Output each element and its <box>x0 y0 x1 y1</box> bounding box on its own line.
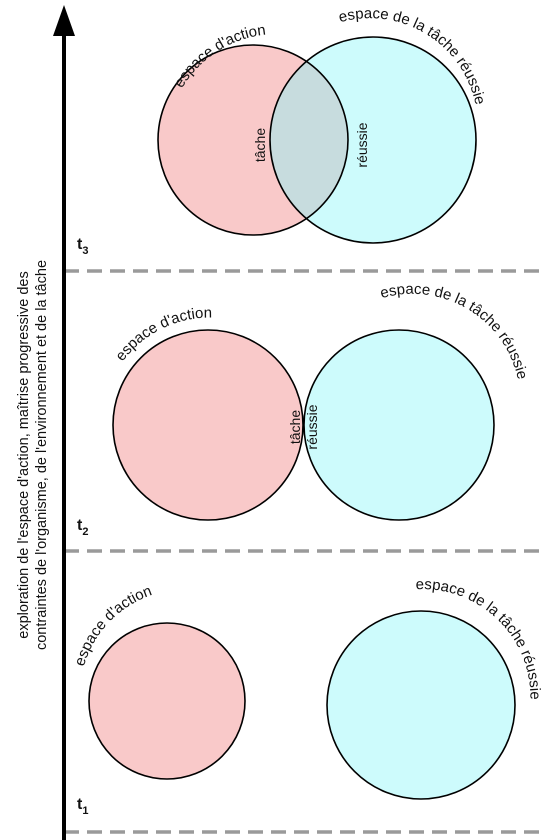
time-label-t3: t3 <box>77 236 88 257</box>
axis-label-line-1: exploration de l'espace d'action, maîtri… <box>16 271 32 638</box>
overlap-label-right-t2: réussie <box>304 404 320 449</box>
time-label-t2: t2 <box>77 517 88 538</box>
time-label-t1: t1 <box>77 796 88 817</box>
overlap-region-t3 <box>270 45 348 235</box>
task-space-outline-t1 <box>326 610 516 800</box>
time-axis-arrowhead <box>53 5 75 36</box>
action-space-outline-t3 <box>157 44 349 236</box>
action-space-circle-t2 <box>113 330 303 520</box>
overlap-label-left-t3: tâche <box>252 128 268 162</box>
action-space-outline-t2 <box>112 329 304 521</box>
panel-t2: espace d'action espace de la tâche réuss… <box>77 281 531 538</box>
task-space-circle-t2 <box>304 330 494 520</box>
overlap-label-right-t3: réussie <box>354 122 370 167</box>
axis-label-line-2: contraintes de l'organisme, de l'environ… <box>34 260 50 650</box>
panel-t3: espace d'action espace de la tâche réuss… <box>77 5 488 257</box>
task-space-outline-t3 <box>269 36 477 244</box>
action-space-outline-t1 <box>88 622 246 780</box>
task-space-outline-t2 <box>303 329 495 521</box>
action-space-circle-t1 <box>89 623 245 779</box>
task-space-circle-t1 <box>327 611 515 799</box>
panel-t1: espace d'action espace de la tâche réuss… <box>71 576 541 817</box>
overlap-label-left-t2: tâche <box>287 410 303 444</box>
axis-label: exploration de l'espace d'action, maîtri… <box>16 260 50 650</box>
